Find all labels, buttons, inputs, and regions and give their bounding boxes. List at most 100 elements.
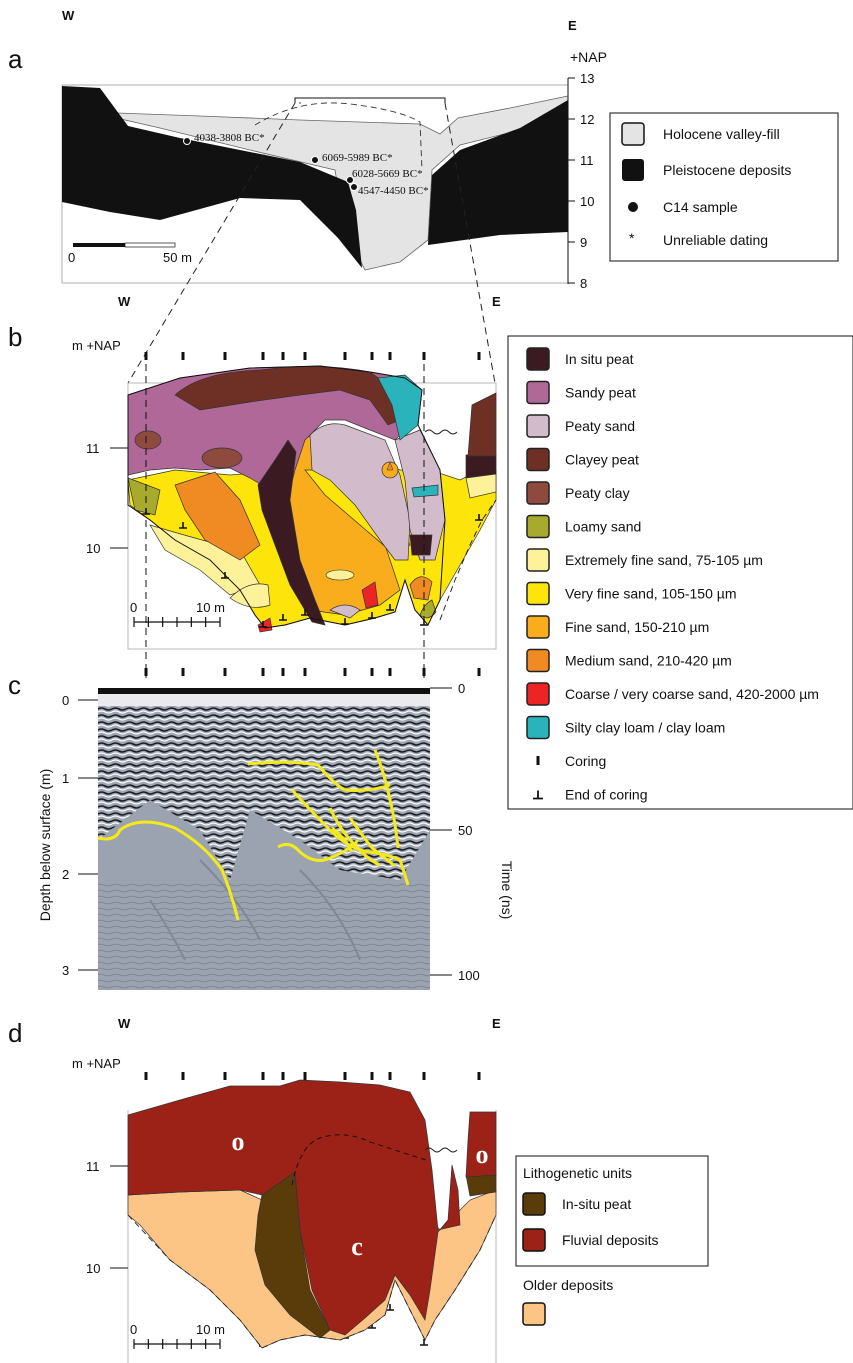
panel-d-letter: d [8, 1018, 22, 1048]
legend-b-swatch [526, 615, 550, 639]
end-of-coring-mark [142, 508, 150, 515]
legend-b-label: Loamy sand [565, 519, 641, 535]
scale-start: 0 [68, 250, 75, 265]
legend-swatch-holocene [621, 122, 645, 146]
axis-c-left-tick: 0 [62, 693, 69, 708]
legend-d-older-title: Older deposits [523, 1277, 613, 1293]
panel-b-east: E [492, 294, 501, 309]
legend-label-unreliable: Unreliable dating [663, 232, 768, 248]
unit-label-o-east: o [476, 1140, 489, 1169]
coring-tick [388, 668, 392, 676]
axis-c-right-tick: 50 [458, 823, 472, 838]
end-of-coring-mark [301, 609, 309, 616]
unit-label-o: o [232, 1127, 245, 1156]
axis-a-tick: 10 [580, 194, 594, 209]
coarse-sand-lens [361, 581, 379, 609]
legend-b-label: End of coring [565, 787, 648, 803]
legend-d-label-fluvial: Fluvial deposits [562, 1232, 659, 1248]
end-of-coring-mark [341, 618, 349, 625]
clayey-peat-east [467, 392, 497, 457]
end-of-coring-mark [386, 1304, 394, 1311]
c14-sample-dot [346, 176, 354, 184]
coring-ticks-b [142, 352, 483, 628]
end-of-coring-mark [279, 614, 287, 621]
coring-tick [422, 352, 426, 360]
coring-tick [343, 352, 347, 360]
sample-label-3: 6028-5669 BC* [352, 168, 423, 180]
asterisk-icon: * [629, 230, 635, 246]
axis-c-left-tick: 3 [62, 963, 69, 978]
pleistocene-deposits-west [62, 86, 362, 268]
coring-tick [181, 352, 185, 360]
coring-tick [144, 352, 148, 360]
panel-c-letter: c [8, 670, 21, 700]
legend-label-holocene: Holocene valley-fill [663, 126, 780, 142]
coring-tick [303, 1072, 307, 1080]
zoom-bracket [294, 97, 446, 103]
water-level-mark [424, 1147, 458, 1153]
legend-b-swatch [526, 648, 550, 673]
legend-d-swatch-peat [522, 1192, 546, 1216]
axis-c-right-tick: 100 [458, 968, 480, 983]
panel-d: d W E m +NAP o c o 11 10 [8, 1016, 709, 1363]
axis-a-tick: 11 [580, 153, 594, 168]
panel-a: a W E +NAP 4038-3808 BC* 6069-5989 BC* 6… [8, 8, 839, 291]
legend-b-swatch [526, 481, 550, 505]
silty-clay-loam-lens [411, 484, 439, 498]
panel-d-left-axis: 11 10 [86, 1159, 128, 1276]
panel-b-legend: In situ peat Sandy peat Peaty sand Clayey p… [507, 335, 853, 810]
panel-b-scale-bar: 0 10 m [130, 600, 225, 627]
panel-b-left-axis: 11 10 [86, 441, 128, 556]
gpr-deep-noise [98, 880, 430, 990]
coarse-sand-lens [257, 617, 273, 633]
coring-tick [223, 668, 227, 676]
panel-c: c 0 1 2 3 Depth be [8, 668, 515, 990]
medium-sand-lens [409, 576, 433, 601]
legend-d-swatch-older [522, 1302, 546, 1326]
gpr-reflector-lines [97, 749, 410, 921]
sample-label-1: 4038-3808 BC* [194, 132, 265, 144]
coring-tick [281, 668, 285, 676]
legend-b-swatch [526, 347, 550, 371]
panel-b-west: W [118, 294, 131, 309]
coring-tick [477, 352, 481, 360]
coring-tick [477, 1072, 481, 1080]
peaty-sand-layer [309, 423, 411, 561]
legend-b-label: Peaty sand [565, 418, 635, 434]
fluvial-deposits-unit [127, 1079, 461, 1336]
end-of-coring-mark [386, 604, 394, 611]
legend-b-label: Medium sand, 210-420 µm [565, 653, 732, 669]
scale-bar-white [124, 242, 176, 248]
c14-sample-dot [311, 156, 319, 164]
axis-c-left-tick: 1 [62, 771, 69, 786]
legend-b-swatch [526, 581, 550, 606]
axis-c-right-label: Time (ns) [499, 861, 515, 920]
panel-c-right-axis: 0 50 100 Time (ns) [430, 681, 515, 983]
sample-label-2: 6069-5989 BC* [322, 152, 393, 164]
coring-tick [223, 1072, 227, 1080]
axis-c-left-label: Depth below surface (m) [37, 769, 53, 922]
legend-d-label-peat: In-situ peat [562, 1196, 631, 1212]
coring-tick [261, 352, 265, 360]
scale-bar-black [73, 243, 125, 247]
coring-tick [303, 668, 307, 676]
coring-icon [536, 756, 540, 765]
loamy-sand-layer [127, 477, 161, 516]
end-of-coring-mark [179, 522, 187, 529]
coring-tick [477, 668, 481, 676]
end-of-coring-mark [475, 514, 483, 521]
legend-b-swatch [526, 715, 550, 740]
reflector-line [290, 788, 410, 886]
in-situ-peat-band [257, 439, 326, 626]
legend-b-label: Very fine sand, 105-150 µm [565, 586, 737, 602]
panel-a-east: E [568, 18, 577, 33]
scale-d-start: 0 [130, 1322, 137, 1337]
panel-a-right-axis: 13 12 11 10 9 8 [567, 71, 594, 291]
unit-label-c: c [351, 1232, 363, 1261]
legend-b-swatch [526, 514, 550, 539]
legend-b-label: Extremely fine sand, 75-105 µm [565, 552, 763, 568]
in-situ-peat-patch [409, 534, 433, 556]
scale-b-end: 10 m [196, 600, 225, 615]
coring-tick [261, 1072, 265, 1080]
scale-d-end: 10 m [196, 1322, 225, 1337]
